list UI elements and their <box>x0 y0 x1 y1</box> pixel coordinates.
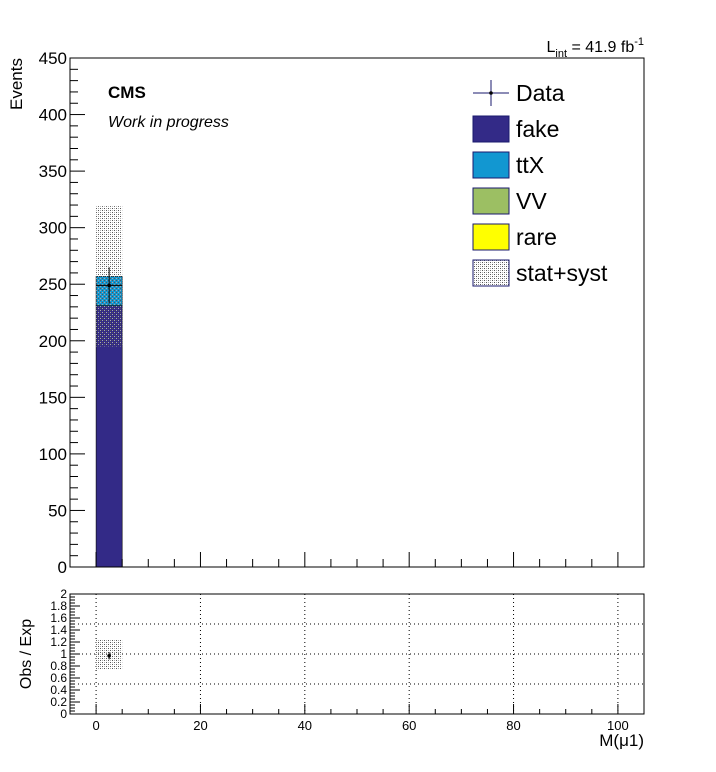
bar-fake <box>95 305 123 568</box>
ratio-y-tick-label: 1.2 <box>50 635 67 649</box>
y-tick-label: 300 <box>39 219 67 238</box>
y-tick-label: 200 <box>39 332 67 351</box>
ratio-y-tick-label: 0.6 <box>50 671 67 685</box>
y-tick-label: 100 <box>39 445 67 464</box>
main-frame <box>69 57 645 568</box>
ratio-y-tick-label: 1.8 <box>50 599 67 613</box>
lumi-label: Lint = 41.9 fb-1 <box>547 36 644 60</box>
y-axis-title: Events <box>7 58 26 110</box>
ratio-marks <box>96 639 123 670</box>
x-tick-label: 100 <box>607 718 629 733</box>
data-point <box>107 283 111 288</box>
legend-label-fake: fake <box>516 116 559 142</box>
legend-label-rare: rare <box>516 224 557 250</box>
ratio-y-tick-label: 2 <box>60 587 67 601</box>
legend-label-data: Data <box>516 80 565 106</box>
x-tick-label: 20 <box>193 718 207 733</box>
ratio-y-tick-label: 0 <box>60 707 67 721</box>
ratio-point <box>107 654 111 658</box>
y-tick-label: 150 <box>39 388 67 407</box>
ratio-y-axis-title: Obs / Exp <box>18 619 35 689</box>
ratio-axis-ticks: 00.20.40.60.811.21.41.61.820 20 40 60 80 100 <box>50 587 628 733</box>
legend-marker-data-point <box>489 91 493 95</box>
lumi-subscript: int <box>555 48 567 60</box>
x-tick-label: 40 <box>298 718 312 733</box>
ratio-y-tick-label: 0.8 <box>50 659 67 673</box>
cms-label: CMS <box>108 83 146 102</box>
x-tick-label: 60 <box>402 718 416 733</box>
ratio-y-tick-label: 1 <box>60 647 67 661</box>
main-marks <box>95 206 123 568</box>
legend-swatch-vv <box>472 187 510 215</box>
ratio-panel: 00.20.40.60.811.21.41.61.820 20 40 60 80 100 … <box>18 587 645 750</box>
legend-swatch-ttx <box>472 151 510 179</box>
ratio-y-tick-label: 0.4 <box>50 683 67 697</box>
x-tick-label: 80 <box>506 718 520 733</box>
legend-swatch-rare <box>472 223 510 251</box>
lumi-superscript: -1 <box>634 36 644 48</box>
y-tick-label: 350 <box>39 162 67 181</box>
y-tick-label: 0 <box>58 558 67 577</box>
ratio-y-tick-label: 1.4 <box>50 623 67 637</box>
ratio-grid <box>70 594 644 714</box>
y-tick-label: 50 <box>48 501 67 520</box>
main-axis-ticks: 0 50 100 150 200 250 300 350 400 450 <box>39 49 619 577</box>
y-tick-label: 450 <box>39 49 67 68</box>
x-tick-label: 0 <box>92 718 99 733</box>
legend-label-vv: VV <box>516 188 547 214</box>
ratio-frame <box>69 593 645 715</box>
x-axis-title: M(μ1) <box>599 731 644 750</box>
ratio-y-tick-label: 0.2 <box>50 695 67 709</box>
status-label: Work in progress <box>108 114 229 131</box>
legend-swatch-fake <box>472 115 510 143</box>
lumi-prefix: L <box>547 39 556 56</box>
legend-label-stat-syst: stat+syst <box>516 260 608 286</box>
y-tick-label: 400 <box>39 106 67 125</box>
legend: Data fake ttX VV rare stat+syst <box>472 80 608 287</box>
y-tick-label: 250 <box>39 275 67 294</box>
ratio-y-tick-label: 1.6 <box>50 611 67 625</box>
legend-label-ttx: ttX <box>516 152 544 178</box>
main-panel: 0 50 100 150 200 250 300 350 400 450 Events CMS W… <box>7 36 645 577</box>
legend-swatch-stat-syst <box>472 259 510 287</box>
lumi-value: = 41.9 fb <box>567 39 634 56</box>
